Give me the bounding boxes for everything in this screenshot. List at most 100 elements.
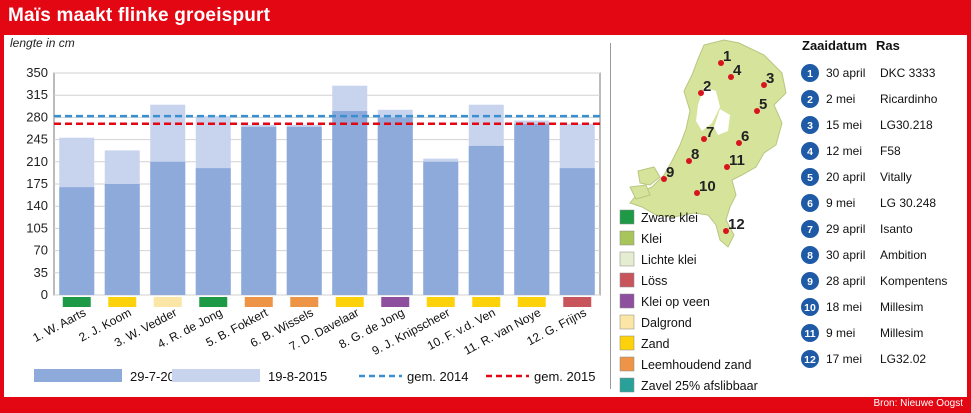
soil-legend-label: Zavel 25% afslibbaar (641, 379, 758, 393)
soil-legend-swatch (619, 209, 635, 225)
y-tick-label: 140 (26, 198, 48, 213)
bar-chart: lengte in cm 0 35 70 105 140 175 210 245 280 315 3… (10, 36, 601, 384)
soil-marker (517, 297, 546, 307)
soil-legend-label: Leemhoudend zand (641, 358, 752, 372)
y-tick-label: 210 (26, 154, 48, 169)
row-ras: Vitally (880, 170, 912, 184)
row-ras: Millesim (880, 326, 923, 340)
row-date: 17 mei (826, 352, 862, 366)
soil-marker (62, 297, 91, 307)
row-date: 2 mei (826, 92, 855, 106)
bar-series-1 (241, 126, 277, 296)
soil-marker (108, 297, 137, 307)
soil-legend-swatch (619, 251, 635, 267)
soil-legend: Zware klei Klei Lichte klei Löss Klei op vee… (619, 209, 758, 393)
y-tick-label: 35 (34, 265, 48, 280)
soil-marker (244, 297, 273, 307)
soil-legend-label: Lichte klei (641, 253, 697, 267)
map-marker-dot (723, 228, 729, 234)
row-number: 6 (807, 198, 813, 210)
row-number-badge (801, 220, 819, 238)
soil-legend-label: Klei (641, 232, 662, 246)
soil-marker (335, 297, 364, 307)
soil-marker (290, 297, 319, 307)
y-tick-label: 350 (26, 65, 48, 80)
row-number: 10 (804, 302, 816, 314)
title-bar: Maïs maakt flinke groeispurt (0, 0, 971, 34)
map-marker-dot (754, 108, 760, 114)
row-date: 29 april (826, 222, 865, 236)
y-tick-labels: 0 35 70 105 140 175 210 245 280 315 350 (26, 65, 48, 302)
row-number: 2 (807, 94, 813, 106)
row-ras: F58 (880, 144, 901, 158)
legend-swatch-series-1 (34, 369, 122, 382)
map-zeeland-islands (629, 166, 661, 200)
row-number: 9 (807, 276, 813, 288)
chart-legend: 29-7-2015 19-8-2015 gem. 2014 gem. 2015 (34, 369, 595, 384)
soil-legend-label: Löss (641, 274, 667, 288)
row-date: 28 april (826, 274, 865, 288)
soil-legend-swatch (619, 314, 635, 330)
bar-series-1 (377, 117, 413, 296)
bar-series-1 (104, 184, 140, 295)
row-number-badge (801, 142, 819, 160)
map-marker-label: 6 (741, 128, 749, 145)
bar-series-1 (332, 111, 368, 295)
y-tick-label: 105 (26, 220, 48, 235)
map-marker-label: 8 (691, 146, 699, 163)
row-date: 18 mei (826, 300, 862, 314)
row-ras: LG32.02 (880, 352, 926, 366)
soil-marker (472, 297, 501, 307)
row-date: 30 april (826, 66, 865, 80)
map-marker-dot (698, 90, 704, 96)
soil-legend-swatch (619, 230, 635, 246)
soil-marker (563, 297, 592, 307)
legend-label-avg-2014: gem. 2014 (407, 369, 468, 384)
row-ras: DKC 3333 (880, 66, 936, 80)
row-number: 7 (807, 224, 813, 236)
soil-marker (426, 297, 455, 307)
bar-series-1 (150, 161, 186, 295)
map-marker-dot (728, 74, 734, 80)
map-marker-dot (661, 176, 667, 182)
bar-series-1 (59, 187, 95, 295)
row-date: 30 april (826, 248, 865, 262)
legend-label-avg-2015: gem. 2015 (534, 369, 595, 384)
row-number-badge (801, 90, 819, 108)
row-number-badge (801, 350, 819, 368)
row-number: 3 (807, 120, 813, 132)
row-date: 9 mei (826, 196, 855, 210)
bar-series-1 (468, 145, 504, 295)
soil-marker (153, 297, 182, 307)
row-number: 8 (807, 250, 813, 262)
page-title: Maïs maakt flinke groeispurt (8, 5, 271, 26)
row-number: 5 (807, 172, 813, 184)
bar-series-1 (423, 161, 459, 295)
y-tick-label: 70 (34, 243, 48, 258)
soil-legend-swatch (619, 335, 635, 351)
y-tick-label: 245 (26, 132, 48, 147)
soil-legend-label: Zware klei (641, 211, 698, 225)
y-tick-label: 175 (26, 176, 48, 191)
row-date: 20 april (826, 170, 865, 184)
map-marker-dot (761, 82, 767, 88)
soil-legend-swatch (619, 377, 635, 393)
map-land (629, 39, 787, 248)
map-marker-label: 10 (699, 178, 716, 195)
map-water-randmeer (714, 109, 730, 135)
row-ras: Ricardinho (880, 92, 938, 106)
row-number-badge (801, 246, 819, 264)
map-marker-dot (694, 190, 700, 196)
soil-legend-swatch (619, 272, 635, 288)
row-date: 12 mei (826, 144, 862, 158)
panel-divider (610, 43, 611, 389)
row-ras: Isanto (880, 222, 913, 236)
row-number: 4 (807, 146, 813, 158)
row-ras: Millesim (880, 300, 923, 314)
row-number-badge (801, 64, 819, 82)
soil-legend-label: Klei op veen (641, 295, 710, 309)
map-water-ijsselmeer (696, 87, 720, 131)
source-credit: Bron: Nieuwe Oogst (873, 398, 964, 409)
